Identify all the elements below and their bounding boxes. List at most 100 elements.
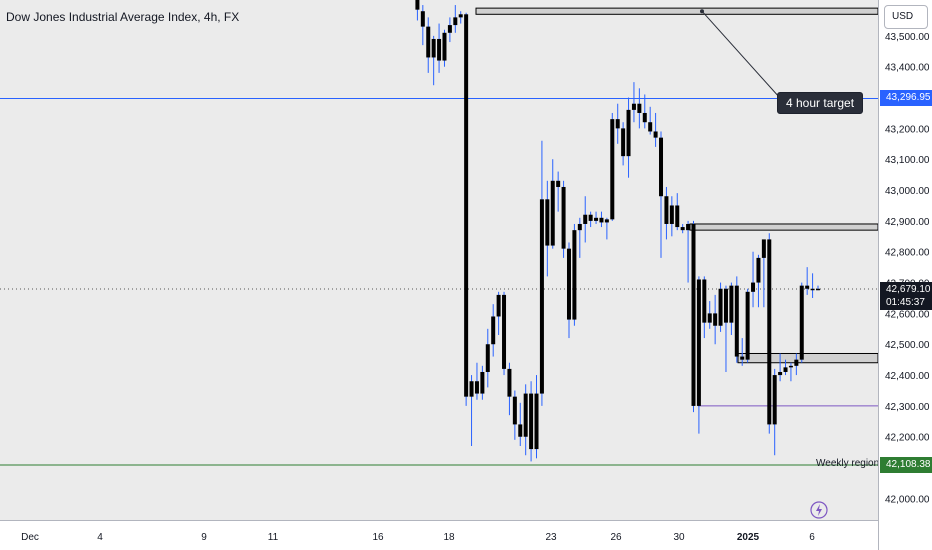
- candle-body: [507, 368, 512, 397]
- candle-body: [566, 248, 571, 320]
- candle: [415, 0, 420, 21]
- candle-body: [545, 199, 550, 246]
- candle: [561, 180, 566, 258]
- candle-body: [502, 294, 507, 369]
- candle-body: [696, 279, 701, 406]
- candle-body: [496, 294, 501, 317]
- target-price-flag: 43,296.95: [880, 90, 932, 107]
- candle-body: [469, 381, 474, 397]
- candle-body: [680, 227, 685, 231]
- candle-body: [707, 313, 712, 323]
- price-tick-label: 43,200.00: [885, 124, 930, 135]
- candle-body: [691, 223, 696, 406]
- candle: [696, 276, 701, 434]
- candle-body: [594, 217, 599, 221]
- weekly-region-label: Weekly region: [816, 458, 880, 469]
- plot-area[interactable]: [0, 0, 879, 520]
- candle-body: [604, 219, 609, 223]
- candle-body: [761, 239, 766, 258]
- candle-body: [686, 223, 691, 231]
- candle-body: [447, 25, 452, 33]
- candle: [637, 88, 642, 129]
- candle-body: [426, 26, 431, 58]
- price-tick-label: 42,500.00: [885, 340, 930, 351]
- candle-body: [518, 424, 523, 437]
- candle-body: [799, 285, 804, 360]
- candle: [642, 94, 647, 129]
- candle: [631, 82, 636, 123]
- target-callout[interactable]: 4 hour target: [777, 92, 864, 114]
- candle: [707, 301, 712, 329]
- candle: [474, 362, 479, 400]
- callout-connector: [701, 10, 781, 99]
- candle-body: [734, 285, 739, 357]
- time-tick-label: 16: [372, 532, 384, 543]
- candle: [550, 159, 555, 249]
- candle-body: [491, 316, 496, 345]
- candle: [610, 112, 615, 221]
- candle-body: [772, 375, 777, 425]
- candle: [518, 402, 523, 446]
- candle-body: [648, 122, 653, 132]
- candle-body: [485, 344, 490, 372]
- candle-body: [745, 291, 750, 360]
- candle: [745, 288, 750, 363]
- price-tick-label: 42,600.00: [885, 309, 930, 320]
- candle-body: [631, 103, 636, 110]
- price-tick-label: 43,400.00: [885, 63, 930, 74]
- candle: [453, 5, 458, 33]
- candle: [734, 276, 739, 363]
- candle: [437, 23, 442, 73]
- candle-body: [464, 14, 469, 397]
- candle: [691, 220, 696, 413]
- candle-body: [659, 137, 664, 197]
- candle-body: [751, 282, 756, 292]
- time-tick-label: 9: [201, 532, 207, 543]
- price-tick-label: 42,400.00: [885, 371, 930, 382]
- candle-body: [480, 371, 485, 394]
- candlestick-chart[interactable]: [0, 0, 879, 520]
- time-tick-label: 4: [97, 532, 103, 543]
- candle-body: [718, 288, 723, 326]
- candle-body: [794, 359, 799, 366]
- candle-body: [431, 38, 436, 58]
- candle-body: [539, 199, 544, 394]
- candle-body: [702, 279, 707, 323]
- candle-body: [788, 365, 793, 368]
- candle: [512, 390, 517, 440]
- lightning-icon-bolt: [816, 504, 822, 516]
- candle: [788, 362, 793, 382]
- candle: [816, 285, 820, 291]
- candle: [723, 285, 728, 372]
- candle: [431, 35, 436, 86]
- weekly-price-flag: 42,108.38: [880, 456, 932, 473]
- candle-body: [783, 367, 788, 372]
- time-tick-label: 30: [673, 532, 685, 543]
- candle-body: [474, 381, 479, 394]
- candle: [599, 211, 604, 228]
- candle: [783, 359, 788, 376]
- candle: [469, 375, 474, 446]
- candle: [485, 328, 490, 388]
- candle-body: [810, 288, 815, 291]
- candle: [669, 196, 674, 237]
- candle-body: [756, 257, 761, 283]
- time-axis-labels: Dec 4 9 11 16 18 23 26 30 2025 6: [21, 532, 815, 543]
- candle: [729, 282, 734, 335]
- candle: [491, 304, 496, 357]
- candle: [545, 180, 550, 277]
- chart-title: Dow Jones Industrial Average Index, 4h, …: [6, 10, 240, 24]
- candle: [702, 276, 707, 339]
- price-tick-label: 43,500.00: [885, 32, 930, 43]
- candle: [577, 217, 582, 258]
- price-tick-label: 42,000.00: [885, 494, 930, 505]
- lightning-icon-ring: [810, 501, 828, 519]
- lightning-icon: [810, 501, 828, 519]
- candle-body: [816, 288, 820, 291]
- time-tick-label: 23: [545, 532, 557, 543]
- candle: [626, 97, 631, 178]
- time-axis[interactable]: Dec 4 9 11 16 18 23 26 30 2025 6: [0, 520, 878, 550]
- currency-button[interactable]: USD: [884, 5, 928, 29]
- candle-body: [653, 131, 658, 138]
- candle-body: [437, 38, 442, 61]
